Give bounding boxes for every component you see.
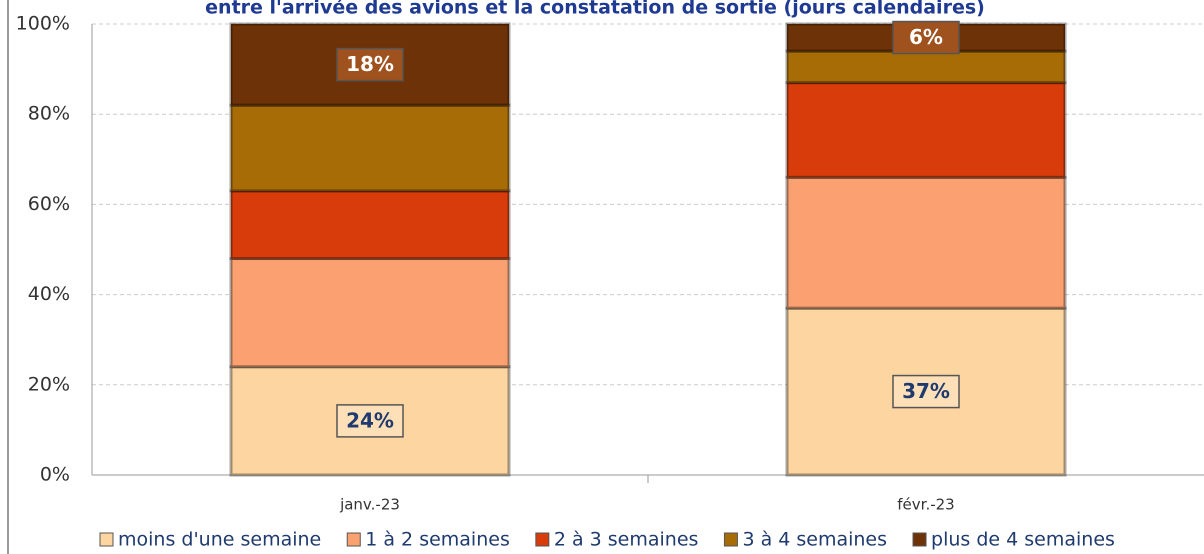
data-label: 37% bbox=[902, 379, 950, 403]
bar-segment bbox=[229, 257, 511, 369]
legend-swatch bbox=[346, 532, 361, 547]
y-tick-label: 0% bbox=[40, 464, 70, 486]
data-label-box bbox=[336, 404, 404, 438]
legend-swatch bbox=[912, 532, 927, 547]
data-label-box bbox=[892, 374, 960, 409]
data-label-box bbox=[892, 20, 960, 55]
x-tick-label: janv.-23 bbox=[339, 496, 400, 514]
legend-swatch bbox=[99, 532, 114, 547]
data-label: 6% bbox=[909, 25, 943, 49]
chart-title: entre l'arrivée des avions et la constat… bbox=[205, 0, 985, 19]
legend-label: moins d'une semaine bbox=[118, 529, 321, 551]
legend-label: plus de 4 semaines bbox=[931, 529, 1115, 551]
legend-label: 2 à 3 semaines bbox=[554, 529, 699, 551]
legend-swatch bbox=[535, 532, 550, 547]
y-tick-label: 100% bbox=[16, 13, 70, 35]
legend-swatch bbox=[723, 532, 738, 547]
y-tick-label: 60% bbox=[28, 193, 70, 215]
legend-label: 3 à 4 semaines bbox=[742, 529, 887, 551]
data-label-box bbox=[336, 47, 404, 82]
bar-segment bbox=[785, 49, 1067, 85]
y-tick-label: 20% bbox=[28, 373, 70, 395]
bar-segment bbox=[785, 175, 1067, 310]
data-label: 24% bbox=[346, 408, 394, 432]
bar-segment bbox=[229, 103, 511, 193]
data-label: 18% bbox=[346, 52, 394, 76]
legend-label: 1 à 2 semaines bbox=[365, 529, 510, 551]
bar-segment bbox=[785, 81, 1067, 179]
y-tick-label: 40% bbox=[28, 283, 70, 305]
y-tick-label: 80% bbox=[28, 103, 70, 125]
bar-segment bbox=[229, 22, 511, 107]
x-tick-label: févr.-23 bbox=[897, 496, 954, 514]
bar-segment bbox=[229, 189, 511, 261]
